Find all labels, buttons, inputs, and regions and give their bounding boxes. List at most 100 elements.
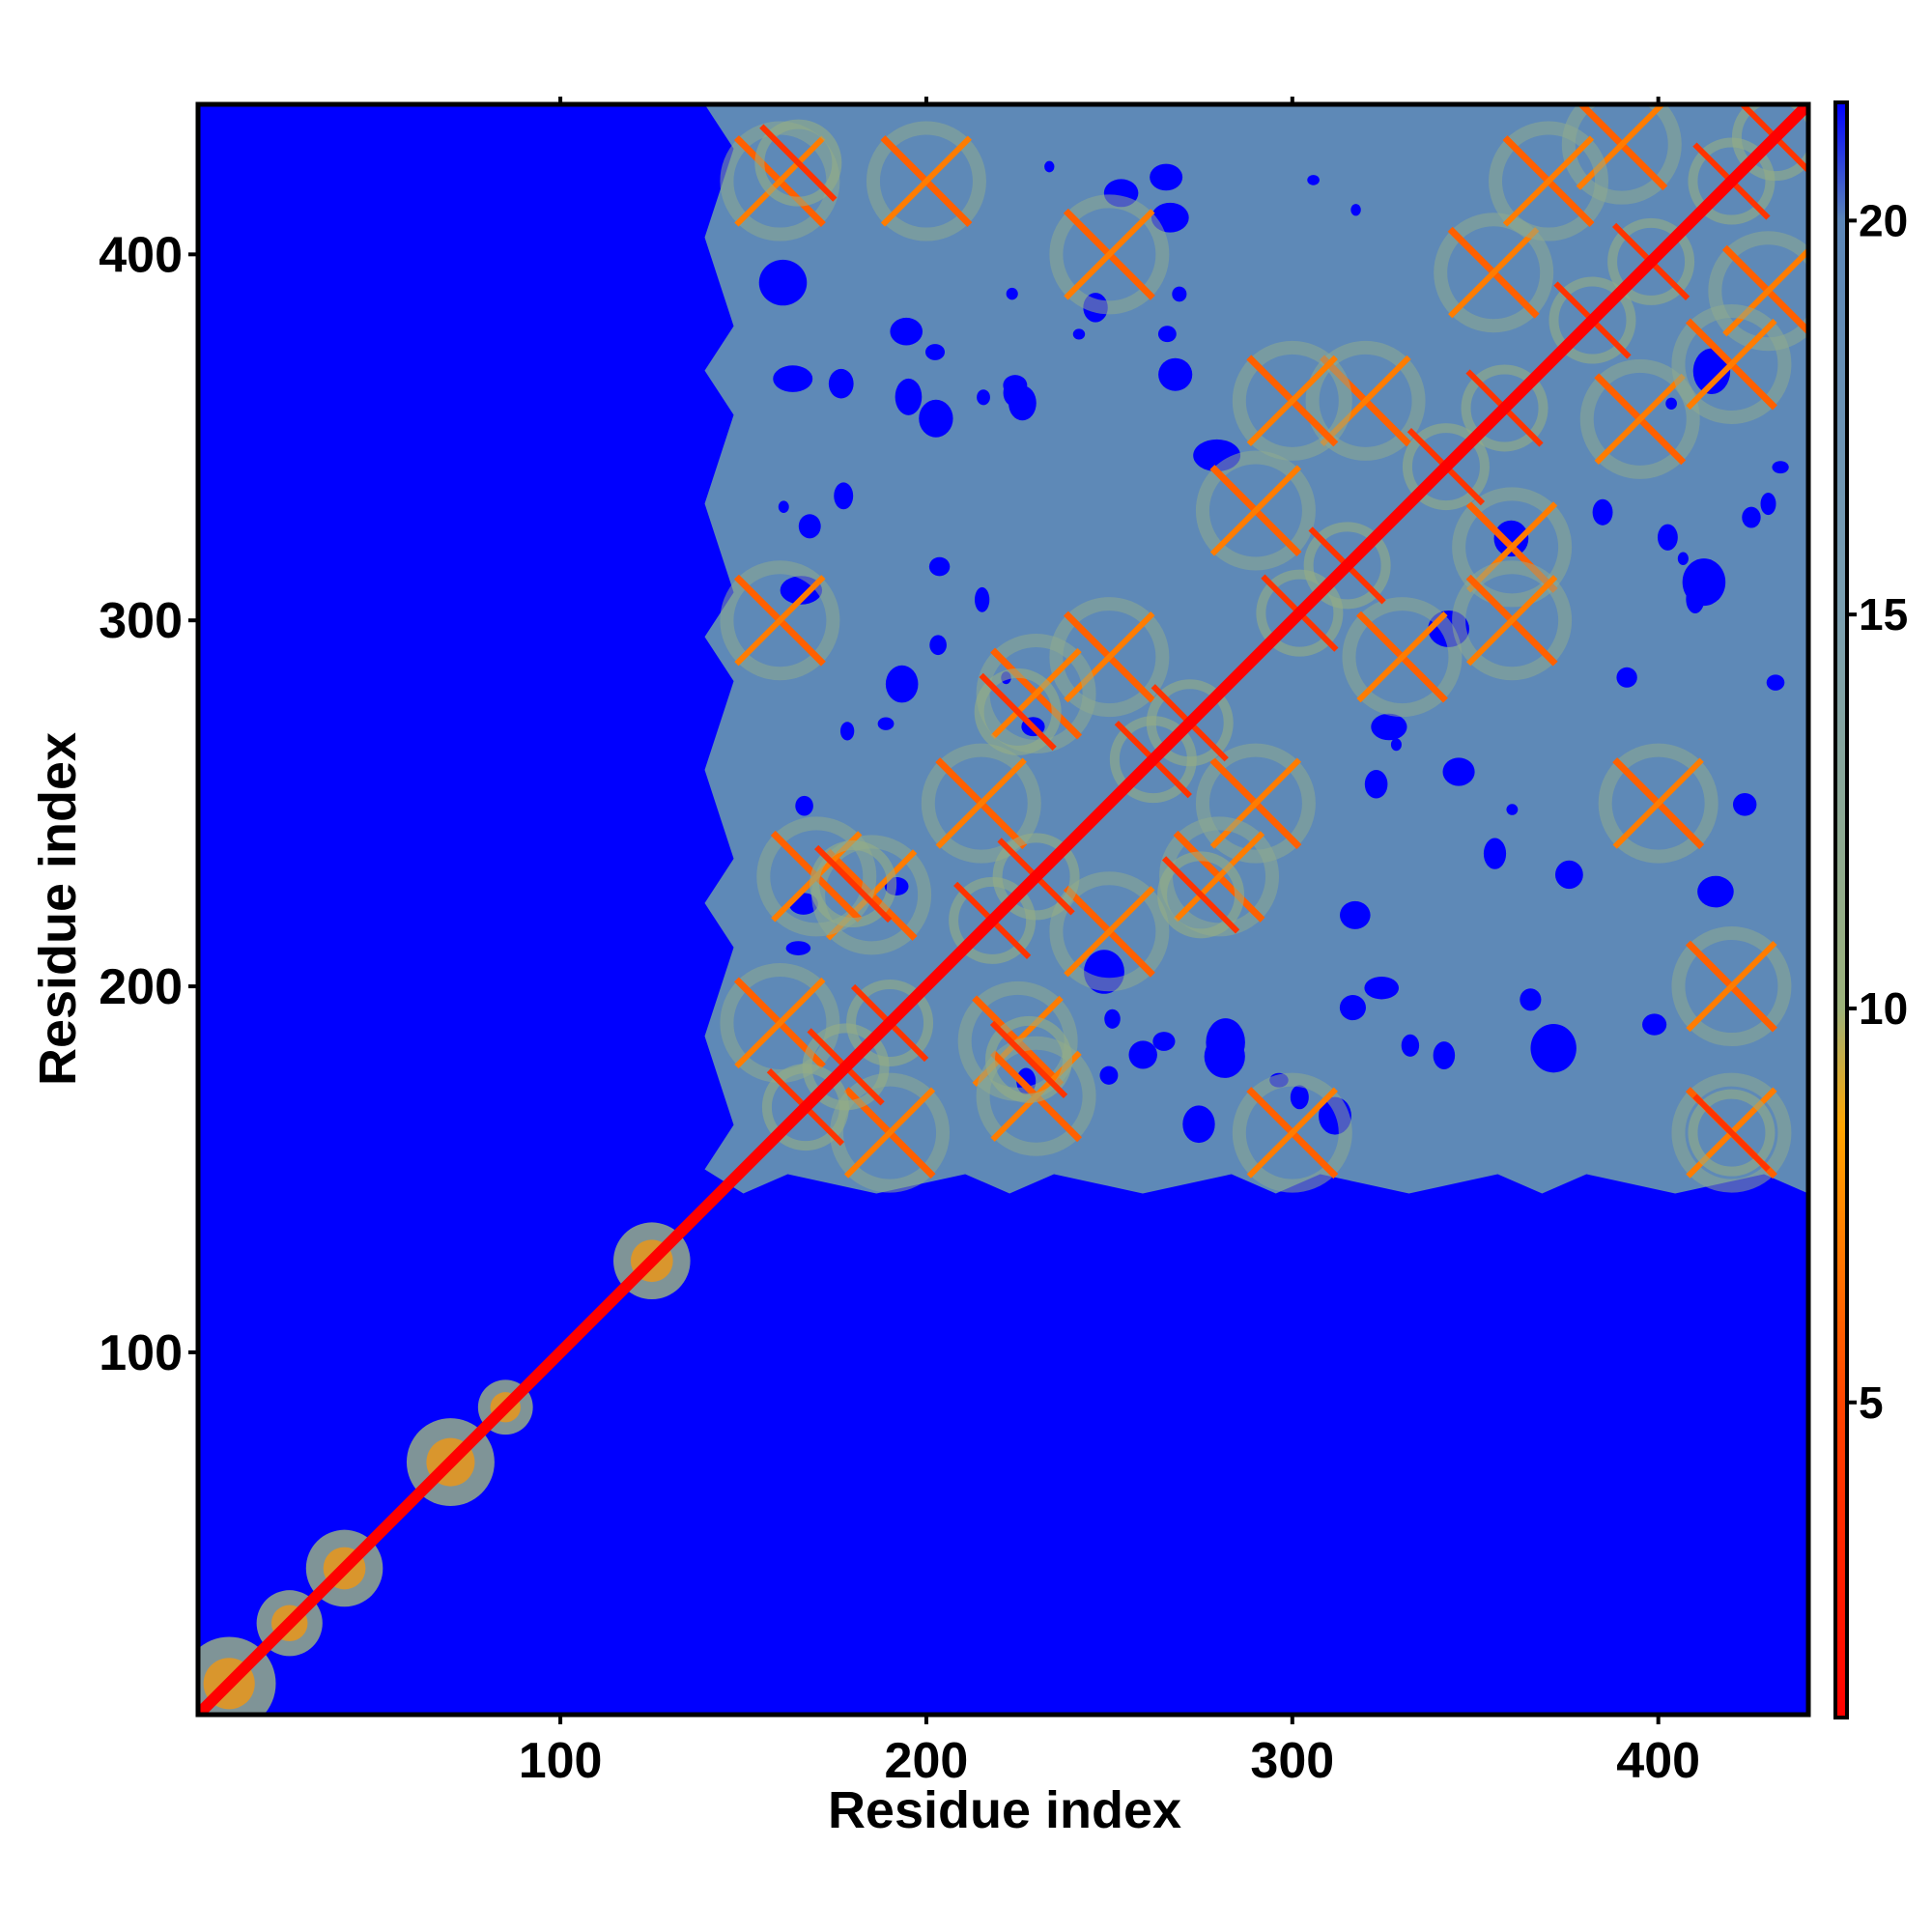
void-spot [1760,492,1776,516]
void-spot [890,317,923,346]
void-spot [885,665,919,703]
void-spot [1642,1013,1667,1036]
void-spot [1364,976,1400,1000]
void-spot [1172,286,1187,302]
void-spot [1364,770,1388,799]
y-tick-label: 400 [99,227,183,283]
void-spot [1401,1034,1420,1057]
void-spot [1182,1105,1215,1144]
void-spot [1442,757,1475,786]
y-axis-ticks: 100 200 300 400 [99,227,198,1381]
void-spot [1554,860,1583,890]
void-spot [834,482,854,510]
void-spot [839,722,855,741]
void-spot [1008,385,1037,421]
void-spot [919,399,953,438]
void-spot [1697,875,1734,908]
void-spot [1692,348,1731,394]
hairpin-cross [810,839,897,927]
x-tick-label: 400 [1616,1733,1700,1789]
void-spot [828,368,854,399]
contact-pattern [1489,121,1792,424]
void-spot [1128,1040,1157,1069]
colorbar-tick-label: 15 [1859,589,1908,639]
void-spot [1290,1085,1309,1110]
colorbar-tick-label: 10 [1859,983,1908,1034]
void-spot [795,795,813,816]
heatmap-plot-area [195,101,1811,1718]
void-spot [1339,995,1366,1021]
void-spot [1072,328,1086,340]
void-spot [1520,988,1542,1011]
y-tick-label: 200 [99,959,183,1015]
void-spot [1433,1041,1456,1069]
void-spot [758,259,808,306]
void-spot [1390,738,1402,752]
colorbar-tick-label: 20 [1859,195,1908,245]
contact-pattern [1434,213,1700,479]
void-spot [1208,1029,1243,1063]
void-spot [877,717,895,730]
void-spot [773,365,813,392]
contact-pattern [921,743,1170,992]
colorbar-tick-label: 5 [1859,1378,1884,1428]
void-spot [1339,900,1371,929]
void-spot [1158,357,1193,391]
void-spot [1371,713,1407,741]
void-spot [928,556,951,577]
contact-pattern [1049,194,1719,864]
x-axis-title: Residue index [828,1781,1181,1839]
x-tick-label: 300 [1250,1733,1334,1789]
void-spot [924,344,946,360]
x-tick-label: 200 [885,1733,969,1789]
void-spot [1682,558,1726,607]
colorbar-bar [1833,100,1849,1719]
hairpin-cross [754,119,842,207]
void-spot [1766,674,1785,691]
void-spot [1506,804,1519,815]
hairpin-cross [974,668,1062,755]
contact-pattern [1561,104,1808,352]
contact-pattern [720,560,1352,1193]
contact-pattern [1232,340,1573,681]
heatmap-cells [198,104,1808,1715]
void-spot [1152,1032,1176,1051]
contact-pattern [1195,450,1463,718]
void-spot [1099,1065,1119,1085]
void-spot [1677,552,1689,565]
y-tick-label: 100 [99,1325,183,1381]
void-spot [1742,506,1761,528]
void-spot [1104,1009,1121,1029]
void-spot [1665,397,1677,410]
void-spot [1150,163,1183,191]
y-tick-label: 300 [99,593,183,649]
x-axis-ticks: 100 200 300 400 [519,97,1700,1789]
hairpin-cross [985,1015,1073,1103]
void-spot [1592,498,1613,526]
void-spot [1307,175,1320,185]
void-spot [1493,520,1529,557]
void-spot [977,389,990,406]
void-spot [778,500,789,513]
hairpin-cross [1688,1089,1776,1177]
void-spot [798,514,821,539]
x-tick-label: 100 [519,1733,603,1789]
void-spot [1157,326,1177,343]
void-spot [1772,461,1789,474]
contact-pattern [1049,597,1316,864]
void-spot [1732,792,1757,816]
void-spot [929,635,947,656]
colorbar: 5 10 15 20 [1833,100,1908,1719]
void-spot [785,941,811,955]
plot-frame [195,101,1811,1718]
void-spot [1657,524,1678,551]
void-spot [1616,667,1637,688]
void-spot [895,378,923,415]
contact-pattern [866,121,1792,1047]
void-spot [1530,1024,1577,1073]
diagonal-band [198,104,1808,1715]
void-spot [1483,838,1507,869]
void-spot [975,586,990,612]
void-spot [1006,287,1018,300]
